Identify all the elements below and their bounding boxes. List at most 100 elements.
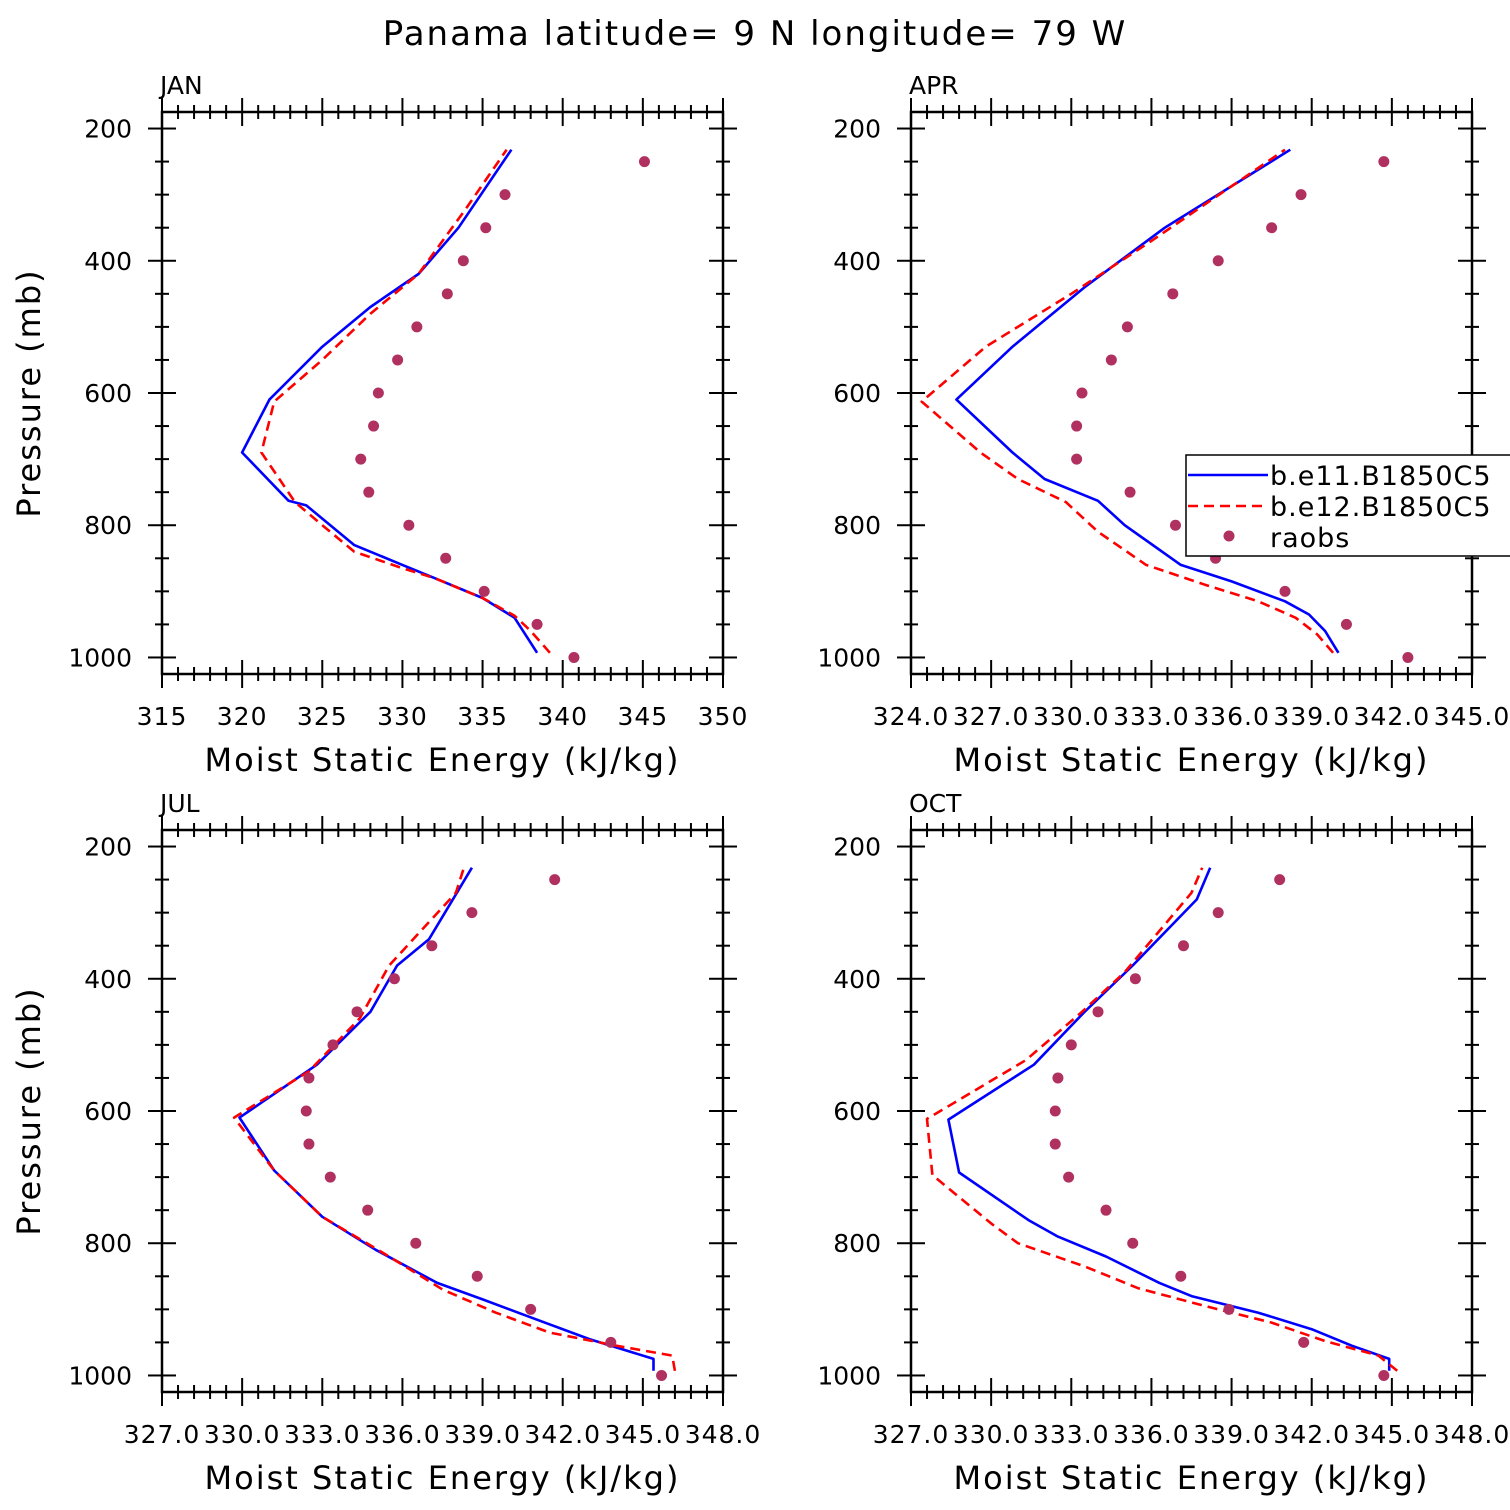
y-tick-label: 200 (84, 115, 132, 144)
x-tick-label: 327.0 (953, 702, 1030, 731)
raobs-point (411, 321, 423, 333)
raobs-point (638, 156, 650, 168)
legend-label: b.e11.B1850C5 (1270, 461, 1492, 492)
legend-label: raobs (1270, 523, 1350, 554)
x-tick-label: 333.0 (1033, 1420, 1110, 1449)
series-line-solid (240, 148, 539, 654)
raobs-point (1052, 1072, 1064, 1084)
x-tick-label: 327.0 (124, 1420, 201, 1449)
x-tick-label: 345.0 (1354, 1420, 1431, 1449)
figure-title: Panama latitude= 9 N longitude= 79 W (383, 14, 1128, 54)
y-tick-label: 400 (833, 965, 881, 994)
raobs-point (303, 1072, 315, 1084)
series-line-dashed (925, 867, 1399, 1372)
x-tick-label: 345 (617, 702, 668, 731)
x-tick-label: 330.0 (953, 1420, 1030, 1449)
raobs-point (471, 1270, 483, 1282)
x-tick-label: 336.0 (1193, 702, 1270, 731)
plot-frame (160, 110, 725, 676)
raobs-point (531, 618, 543, 630)
y-axis-label: Pressure (mb) (10, 268, 48, 517)
x-tick-label: 342.0 (524, 1420, 601, 1449)
raobs-point (355, 453, 367, 465)
x-tick-label: 342.0 (1354, 702, 1431, 731)
raobs-point (1071, 453, 1083, 465)
raobs-point (1076, 387, 1088, 399)
y-tick-label: 600 (833, 379, 881, 408)
raobs-point (1100, 1204, 1112, 1216)
raobs-point (568, 651, 580, 663)
x-tick-label: 315 (137, 702, 188, 731)
series-line-dashed (260, 148, 551, 654)
raobs-point (1129, 973, 1141, 985)
series-group (232, 867, 677, 1381)
y-tick-label: 800 (84, 511, 132, 540)
series-line-solid (238, 867, 655, 1371)
series-group (920, 148, 1414, 663)
x-tick-label: 339.0 (1273, 702, 1350, 731)
y-tick-label: 600 (833, 1097, 881, 1126)
y-tick-label: 200 (833, 115, 881, 144)
x-tick-label: 339.0 (444, 1420, 521, 1449)
x-tick-label: 348.0 (685, 1420, 762, 1449)
series-line-dashed (232, 867, 677, 1372)
raobs-point (440, 552, 452, 564)
raobs-point (605, 1336, 617, 1348)
series-line-solid (947, 867, 1391, 1371)
x-tick-label: 350 (698, 702, 749, 731)
raobs-point (1049, 1105, 1061, 1117)
x-tick-label: 335 (457, 702, 508, 731)
y-tick-label: 600 (84, 1097, 132, 1126)
raobs-point (351, 1006, 363, 1018)
x-tick-label: 324.0 (873, 702, 950, 731)
raobs-point (403, 519, 415, 531)
y-tick-label: 600 (84, 379, 132, 408)
legend-label: b.e12.B1850C5 (1270, 492, 1492, 523)
raobs-point (324, 1171, 336, 1183)
x-tick-label: 320 (217, 702, 268, 731)
raobs-point (1402, 651, 1414, 663)
x-tick-label: 333.0 (284, 1420, 361, 1449)
raobs-point (303, 1138, 315, 1150)
panel-title: JAN (158, 71, 203, 100)
y-tick-label: 800 (84, 1229, 132, 1258)
raobs-point (426, 940, 438, 952)
raobs-point (1212, 255, 1224, 267)
raobs-point (1063, 1171, 1075, 1183)
raobs-point (1121, 321, 1133, 333)
raobs-point (1065, 1039, 1077, 1051)
raobs-point (368, 420, 380, 432)
x-tick-label: 339.0 (1193, 1420, 1270, 1449)
raobs-point (466, 907, 478, 919)
raobs-point (1169, 519, 1181, 531)
raobs-point (1175, 1270, 1187, 1282)
raobs-point (1167, 288, 1179, 300)
raobs-point (388, 973, 400, 985)
raobs-point (441, 288, 453, 300)
y-tick-label: 400 (84, 965, 132, 994)
raobs-point (300, 1105, 312, 1117)
raobs-point (372, 387, 384, 399)
x-tick-label: 342.0 (1273, 1420, 1350, 1449)
raobs-point (525, 1303, 537, 1315)
y-tick-label: 800 (833, 1229, 881, 1258)
panels-group: 315 320 325 330 335 340 345 350 200 400 600 800 1000… (10, 71, 1510, 1497)
raobs-point (1212, 907, 1224, 919)
raobs-point (1295, 189, 1307, 201)
x-tick-label: 340 (537, 702, 588, 731)
raobs-point (1124, 486, 1136, 498)
raobs-point (478, 585, 490, 597)
y-axis-label: Pressure (mb) (10, 986, 48, 1235)
panel-title: OCT (909, 789, 962, 818)
raobs-point (410, 1237, 422, 1249)
legend-swatch-point (1223, 530, 1235, 542)
x-tick-label: 325 (297, 702, 348, 731)
raobs-point (656, 1369, 668, 1381)
x-tick-label: 330.0 (1033, 702, 1110, 731)
y-tick-label: 1000 (68, 643, 132, 672)
raobs-point (1092, 1006, 1104, 1018)
raobs-point (549, 874, 561, 886)
panel-jan: 315 320 325 330 335 340 345 350 200 400 600 800 1000… (10, 71, 749, 779)
